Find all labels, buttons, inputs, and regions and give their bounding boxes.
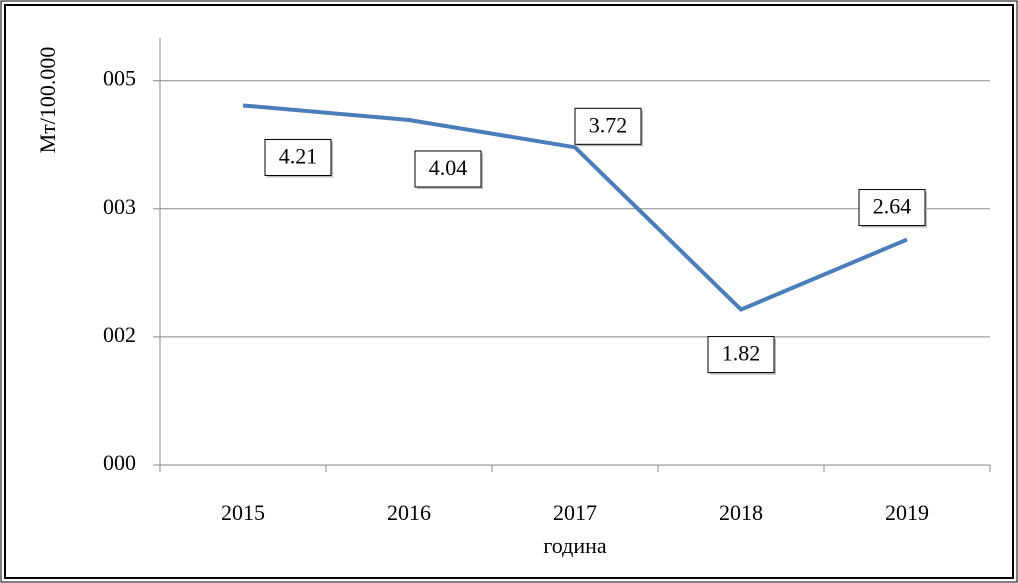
label-box [414,150,482,188]
data-label: 4.21 [279,144,318,169]
y-tick-label: 000 [103,450,136,475]
x-tick-label: 2015 [221,500,265,525]
y-tick-label: 005 [103,66,136,91]
data-label: 3.72 [589,112,628,137]
inner-border [4,4,1014,579]
y-tick-label: 003 [103,194,136,219]
x-tick-label: 2019 [885,500,929,525]
x-tick-label: 2016 [387,500,431,525]
data-label: 4.04 [429,155,468,180]
x-axis-label: година [543,533,607,558]
data-label: 1.82 [722,341,761,366]
x-tick-label: 2018 [719,500,763,525]
data-label: 2.64 [873,194,912,219]
label-box [707,336,775,374]
line [242,103,908,312]
label-box [574,107,642,145]
y-tick-label: 002 [103,322,136,347]
label-box [264,138,332,176]
y-axis-label: Мт/100.000 [35,47,60,154]
label-box [858,189,926,227]
x-tick-label: 2017 [553,500,597,525]
